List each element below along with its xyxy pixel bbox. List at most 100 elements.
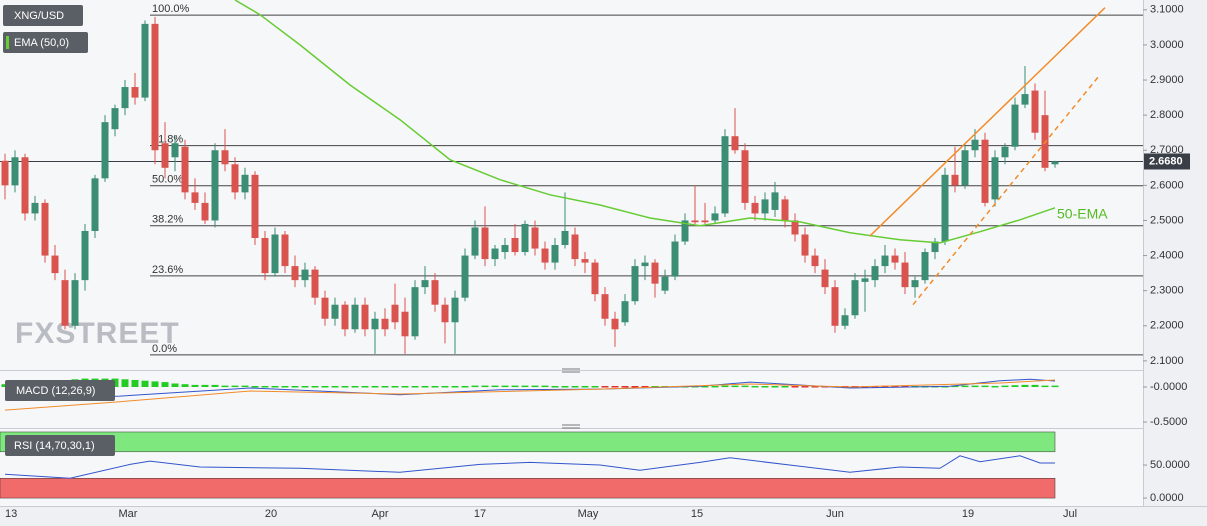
macd-legend-label: MACD (12,26,9) (16, 385, 95, 397)
macd-histogram-bar (201, 384, 209, 387)
y-tick-label: 2.5000 (1150, 214, 1184, 226)
macd-histogram-bar (291, 385, 299, 388)
candle-body (841, 315, 849, 326)
candle-body (341, 304, 349, 330)
fib-label: 23.6% (152, 264, 183, 276)
candle-body (401, 311, 409, 337)
candle-body (31, 202, 39, 214)
macd-histogram-bar (1031, 384, 1039, 387)
x-tick-label: Jun (826, 508, 844, 520)
watermark: FXSTREET (15, 317, 180, 350)
macd-histogram-bar (281, 385, 289, 388)
macd-histogram-bar (241, 385, 249, 388)
candle-body (81, 230, 89, 281)
macd-histogram-bar (221, 385, 229, 388)
candle-body (441, 304, 449, 323)
macd-histogram-bar (161, 382, 169, 387)
macd-histogram-bar (331, 385, 339, 388)
candle-body (601, 294, 609, 319)
candle-body (641, 262, 649, 267)
candle-body (231, 164, 239, 193)
y-tick-label: -0.0000 (1150, 381, 1187, 393)
candle-body (861, 278, 869, 282)
macd-histogram-bar (451, 385, 459, 388)
macd-histogram-bar (581, 385, 589, 388)
macd-histogram-bar (361, 385, 369, 388)
candle-body (451, 297, 459, 323)
candle-body (371, 318, 379, 330)
candle-body (241, 174, 249, 193)
macd-histogram-bar (211, 384, 219, 387)
macd-histogram-bar (471, 385, 479, 388)
trend-line (869, 7, 1106, 237)
candle-body (161, 143, 169, 168)
candle-body (221, 150, 229, 165)
macd-histogram-bar (541, 385, 549, 388)
candle-body (941, 174, 949, 242)
y-tick-label: 2.8000 (1150, 109, 1184, 121)
y-tick-label: -0.5000 (1150, 416, 1187, 428)
macd-histogram-bar (311, 385, 319, 388)
x-tick-label: 19 (962, 508, 974, 520)
candle-body (461, 255, 469, 298)
last-price-label: 2.6680 (1149, 155, 1183, 167)
candle-body (571, 234, 579, 260)
candle-body (1, 160, 9, 186)
macd-histogram-bar (131, 379, 139, 387)
macd-histogram-bar (381, 385, 389, 388)
fib-label: 50.0% (152, 174, 183, 186)
candle-body (171, 143, 179, 158)
candle-body (951, 174, 959, 186)
x-tick-label: Mar (119, 508, 138, 520)
macd-histogram-bar (431, 385, 439, 388)
signal-line (4, 379, 1056, 411)
macd-histogram-bar (971, 385, 979, 388)
candle-body (471, 227, 479, 256)
ema-line (234, 0, 1056, 244)
macd-histogram-bar (731, 385, 739, 388)
candle-body (581, 259, 589, 263)
x-tick-label: May (578, 508, 599, 520)
macd-line (4, 378, 1056, 401)
macd-histogram-bar (631, 385, 639, 388)
candle-body (211, 150, 219, 221)
symbol-box (3, 5, 83, 26)
candle-body (961, 150, 969, 186)
candle-body (431, 280, 439, 305)
macd-histogram-bar (991, 385, 999, 388)
candle-body (701, 220, 709, 223)
overbought-band (0, 431, 1056, 453)
macd-histogram-bar (261, 385, 269, 388)
pane-grip (562, 368, 580, 429)
macd-histogram-bar (301, 385, 309, 388)
candle-body (1011, 104, 1019, 147)
macd-histogram-bar (981, 385, 989, 388)
candle-body (561, 230, 569, 246)
candle-body (421, 280, 429, 288)
ema-legend-label: EMA (50,0) (14, 37, 69, 49)
candle-body (511, 238, 519, 253)
candle-body (151, 23, 159, 151)
candle-body (901, 262, 909, 288)
ema-legend-swatch (6, 36, 9, 49)
candle-body (201, 202, 209, 221)
candle-body (991, 157, 999, 200)
candle-body (11, 157, 19, 186)
macd-histogram-bar (811, 385, 819, 388)
candle-body (931, 241, 939, 253)
candle-body (741, 150, 749, 203)
candle-body (651, 262, 659, 284)
candle-body (981, 139, 989, 203)
candle-body (621, 301, 629, 323)
macd-histogram-bar (701, 385, 709, 388)
macd-histogram-bar (251, 385, 259, 388)
macd-histogram-bar (711, 385, 719, 388)
macd-histogram-bar (761, 385, 769, 388)
macd-histogram-bar (881, 385, 889, 388)
ema-annotation: 50-EMA (1057, 206, 1108, 222)
y-tick-label: 50.0000 (1150, 459, 1190, 471)
macd-histogram-bar (501, 385, 509, 388)
macd-histogram-bar (1001, 385, 1009, 388)
macd-histogram-bar (1021, 384, 1029, 387)
macd-histogram-bar (521, 385, 529, 388)
